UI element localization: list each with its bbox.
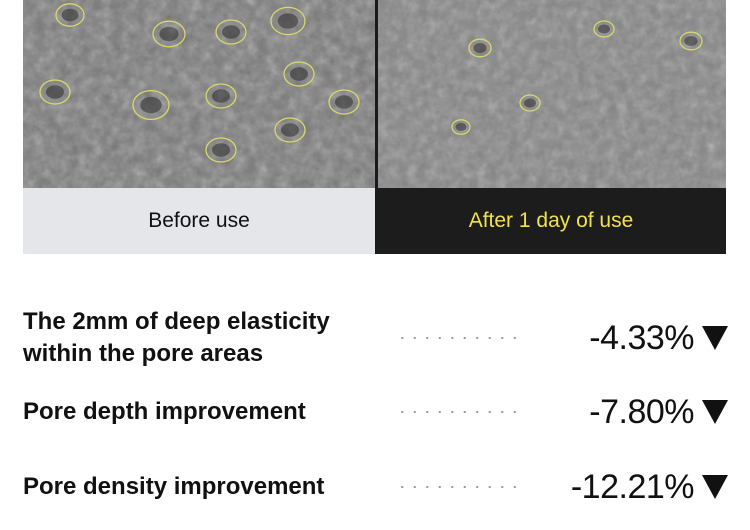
metric-label: The 2mm of deep elasticity within the por… bbox=[23, 306, 383, 370]
pore-marker-circle bbox=[270, 6, 306, 36]
pore-spot bbox=[473, 43, 487, 53]
down-triangle-icon bbox=[702, 400, 728, 424]
pore-marker-circle bbox=[468, 38, 492, 58]
dotted-leader bbox=[396, 337, 521, 339]
pore-spot bbox=[159, 26, 179, 42]
after-skin-photo bbox=[378, 0, 726, 188]
pore-spot bbox=[455, 122, 467, 132]
down-triangle-icon bbox=[702, 475, 728, 499]
pore-spot bbox=[61, 8, 79, 22]
pore-spot bbox=[335, 95, 353, 109]
before-skin-photo bbox=[23, 0, 375, 188]
pore-marker-circle bbox=[274, 117, 306, 143]
down-triangle-icon bbox=[702, 326, 728, 350]
metric-label-line1: The 2mm of deep elasticity bbox=[23, 308, 330, 335]
metric-value: -4.33% bbox=[589, 318, 694, 357]
pore-marker-circle bbox=[451, 119, 471, 135]
pore-marker-circle bbox=[205, 137, 237, 163]
metric-label: Pore density improvement bbox=[23, 473, 325, 500]
after-use-caption: After 1 day of use bbox=[376, 188, 726, 254]
pore-marker-circle bbox=[519, 94, 541, 112]
pore-spot bbox=[281, 123, 299, 137]
dotted-leader bbox=[396, 411, 521, 413]
photo-divider bbox=[375, 0, 378, 254]
pore-marker-circle bbox=[679, 31, 703, 51]
pore-marker-circle bbox=[132, 89, 170, 121]
pore-spot bbox=[277, 13, 299, 29]
dotted-leader bbox=[396, 486, 521, 488]
pore-spot bbox=[222, 25, 240, 39]
pore-marker-circle bbox=[215, 19, 247, 45]
metric-row-pore-density: Pore density improvement -12.21% bbox=[23, 465, 728, 509]
pore-marker-circle bbox=[152, 20, 186, 48]
pore-marker-circle bbox=[55, 3, 85, 27]
pore-spot bbox=[212, 89, 230, 103]
metric-value: -7.80% bbox=[589, 392, 694, 431]
pore-spot bbox=[290, 67, 308, 81]
pore-marker-circle bbox=[205, 83, 237, 109]
metric-label: Pore depth improvement bbox=[23, 398, 306, 425]
pore-marker-circle bbox=[283, 61, 315, 87]
pore-marker-circle bbox=[39, 79, 71, 105]
metric-label-line2: within the pore areas bbox=[23, 340, 264, 367]
pore-spot bbox=[140, 96, 162, 114]
pore-spot bbox=[46, 85, 64, 99]
metric-value: -12.21% bbox=[570, 467, 695, 506]
pore-spot bbox=[524, 98, 536, 108]
pore-spot bbox=[212, 143, 230, 157]
pore-spot bbox=[684, 36, 698, 46]
metric-row-elasticity: The 2mm of deep elasticity within the por… bbox=[23, 305, 728, 371]
pore-spot bbox=[598, 24, 610, 34]
before-use-caption: Before use bbox=[23, 188, 375, 254]
pore-marker-circle bbox=[593, 20, 615, 38]
metric-row-pore-depth: Pore depth improvement -7.80% bbox=[23, 390, 728, 434]
pore-marker-circle bbox=[328, 89, 360, 115]
